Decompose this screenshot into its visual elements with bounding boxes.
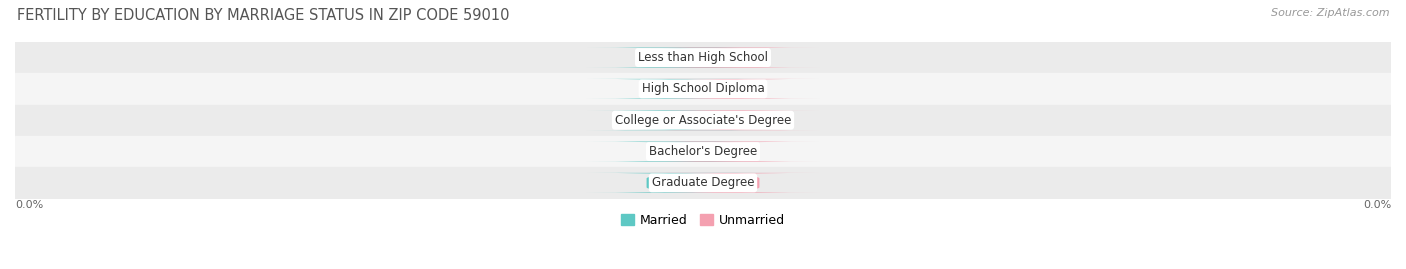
Text: Bachelor's Degree: Bachelor's Degree xyxy=(650,145,756,158)
Text: Less than High School: Less than High School xyxy=(638,51,768,64)
Text: 0.0%: 0.0% xyxy=(664,52,693,63)
FancyBboxPatch shape xyxy=(636,79,820,99)
Text: 0.0%: 0.0% xyxy=(1362,200,1391,210)
Text: 0.0%: 0.0% xyxy=(713,178,742,188)
Bar xyxy=(15,105,1391,136)
Text: 0.0%: 0.0% xyxy=(713,84,742,94)
Bar xyxy=(15,167,1391,199)
Legend: Married, Unmarried: Married, Unmarried xyxy=(621,214,785,227)
Text: College or Associate's Degree: College or Associate's Degree xyxy=(614,114,792,127)
Text: 0.0%: 0.0% xyxy=(713,52,742,63)
Text: FERTILITY BY EDUCATION BY MARRIAGE STATUS IN ZIP CODE 59010: FERTILITY BY EDUCATION BY MARRIAGE STATU… xyxy=(17,8,509,23)
Text: 0.0%: 0.0% xyxy=(15,200,44,210)
Text: 0.0%: 0.0% xyxy=(664,147,693,157)
Text: 0.0%: 0.0% xyxy=(664,84,693,94)
FancyBboxPatch shape xyxy=(636,141,820,162)
Text: 0.0%: 0.0% xyxy=(664,115,693,125)
Bar xyxy=(15,136,1391,167)
FancyBboxPatch shape xyxy=(636,48,820,68)
FancyBboxPatch shape xyxy=(636,173,820,193)
FancyBboxPatch shape xyxy=(586,48,770,68)
Text: High School Diploma: High School Diploma xyxy=(641,82,765,95)
Text: Graduate Degree: Graduate Degree xyxy=(652,176,754,189)
FancyBboxPatch shape xyxy=(586,110,770,130)
Bar xyxy=(15,73,1391,105)
FancyBboxPatch shape xyxy=(586,173,770,193)
FancyBboxPatch shape xyxy=(636,110,820,130)
Text: 0.0%: 0.0% xyxy=(713,147,742,157)
Bar xyxy=(15,42,1391,73)
Text: Source: ZipAtlas.com: Source: ZipAtlas.com xyxy=(1271,8,1389,18)
FancyBboxPatch shape xyxy=(586,79,770,99)
FancyBboxPatch shape xyxy=(586,141,770,162)
Text: 0.0%: 0.0% xyxy=(713,115,742,125)
Text: 0.0%: 0.0% xyxy=(664,178,693,188)
